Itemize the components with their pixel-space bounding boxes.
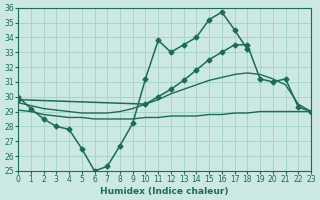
X-axis label: Humidex (Indice chaleur): Humidex (Indice chaleur) (100, 187, 229, 196)
